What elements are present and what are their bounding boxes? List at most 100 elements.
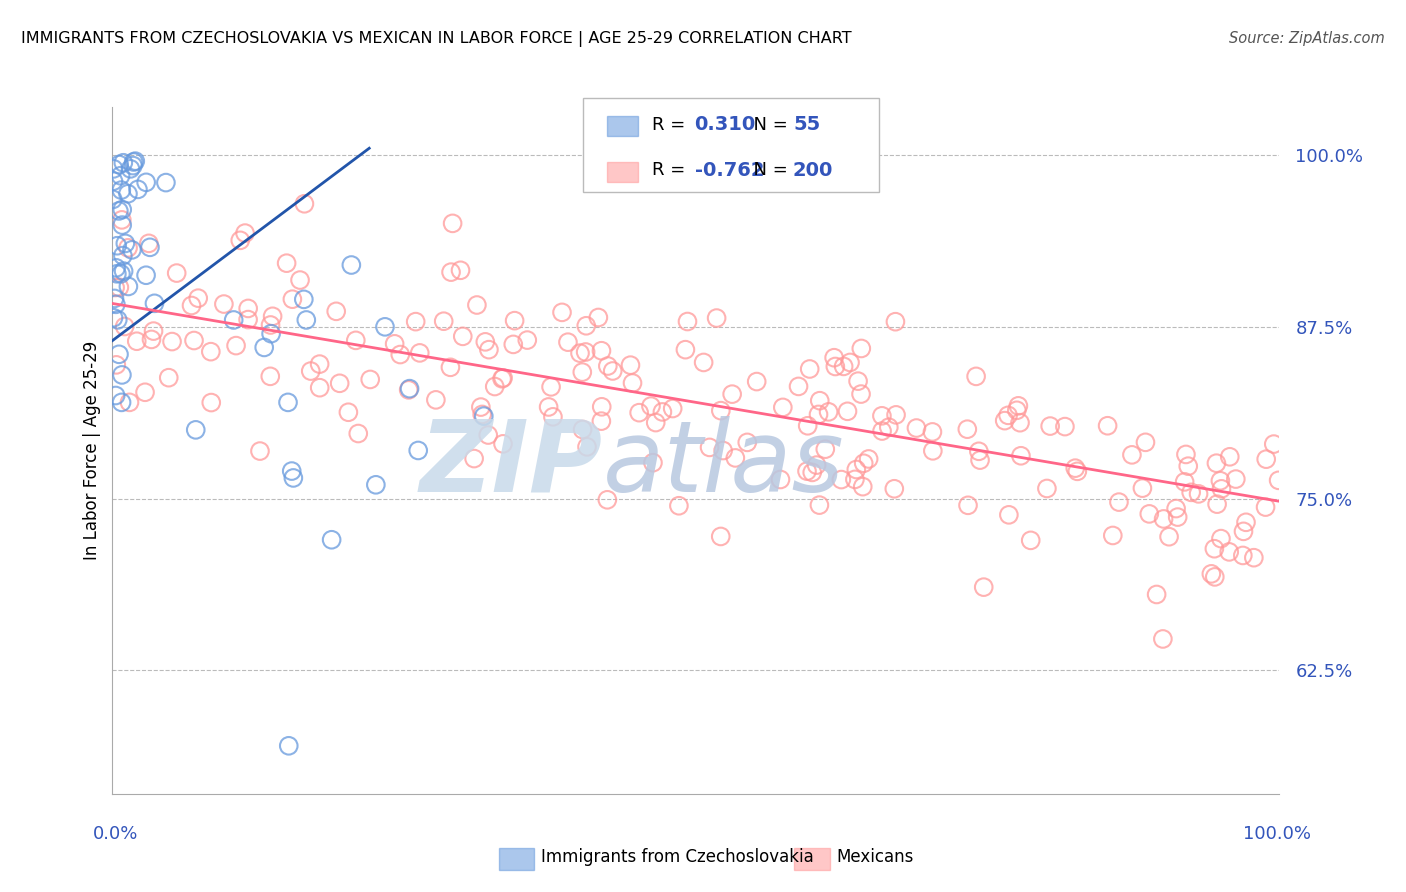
Point [956, 422, 979, 436]
Point [238, 301, 260, 316]
Point [472, 409, 495, 423]
Point [439, 360, 461, 375]
Point [112, 264, 135, 278]
Point [852, 480, 875, 494]
Point [1164, 501, 1187, 516]
Y-axis label: In Labor Force | Age 25-29: In Labor Force | Age 25-29 [83, 341, 101, 560]
Point [1254, 500, 1277, 514]
Point [796, 464, 818, 478]
Point [103, 310, 125, 325]
Text: Source: ZipAtlas.com: Source: ZipAtlas.com [1229, 31, 1385, 46]
Point [110, 267, 132, 281]
Point [321, 533, 343, 547]
Point [276, 256, 298, 270]
Point [884, 408, 907, 422]
Point [824, 359, 846, 374]
Point [1039, 419, 1062, 434]
Point [832, 359, 855, 374]
Point [998, 508, 1021, 522]
Point [108, 157, 131, 171]
Point [344, 334, 367, 348]
Point [1066, 464, 1088, 478]
Point [364, 478, 387, 492]
Point [277, 739, 299, 753]
Point [233, 226, 256, 240]
Point [110, 169, 132, 183]
Point [849, 387, 872, 401]
Point [117, 241, 139, 255]
Point [699, 441, 721, 455]
Point [905, 421, 928, 435]
Point [588, 310, 610, 325]
Point [183, 334, 205, 348]
Point [347, 426, 370, 441]
Point [103, 292, 125, 306]
Point [817, 405, 839, 419]
Point [308, 357, 330, 371]
Point [551, 305, 574, 319]
Text: Immigrants from Czechoslovakia: Immigrants from Czechoslovakia [541, 848, 814, 866]
Point [280, 464, 302, 478]
Point [259, 318, 281, 332]
Point [1267, 473, 1289, 487]
Text: -0.762: -0.762 [695, 161, 763, 180]
Point [200, 395, 222, 409]
Point [111, 368, 134, 382]
Point [281, 292, 304, 306]
Point [994, 414, 1017, 428]
Point [111, 218, 134, 232]
Point [160, 334, 183, 349]
Point [124, 154, 146, 169]
Point [870, 424, 893, 438]
Point [470, 400, 492, 414]
Point [1152, 632, 1174, 646]
Point [651, 405, 673, 419]
Point [325, 304, 347, 318]
Point [441, 216, 464, 230]
Point [641, 456, 664, 470]
Point [706, 311, 728, 326]
Point [465, 298, 488, 312]
Text: R =: R = [652, 116, 692, 134]
Point [114, 319, 136, 334]
Point [852, 456, 875, 470]
Point [858, 452, 880, 467]
Point [1209, 532, 1232, 546]
Point [277, 395, 299, 409]
Point [283, 471, 305, 485]
Point [409, 346, 432, 360]
Point [103, 174, 125, 188]
Point [104, 388, 127, 402]
Point [830, 473, 852, 487]
Point [112, 155, 135, 169]
Point [166, 266, 188, 280]
Point [1209, 474, 1232, 488]
Point [576, 440, 599, 454]
Text: 200: 200 [793, 161, 834, 180]
Point [628, 406, 651, 420]
Point [262, 310, 284, 324]
Point [1005, 403, 1028, 417]
Point [143, 296, 166, 310]
Point [640, 399, 662, 413]
Point [673, 343, 696, 357]
Point [997, 409, 1019, 423]
Point [1121, 448, 1143, 462]
Point [973, 580, 995, 594]
Point [110, 395, 132, 409]
Point [135, 175, 157, 189]
Point [877, 420, 900, 434]
Point [846, 374, 869, 388]
Point [127, 182, 149, 196]
Point [1206, 497, 1229, 511]
Point [801, 466, 824, 480]
Point [1243, 550, 1265, 565]
Point [537, 400, 560, 414]
Point [425, 392, 447, 407]
Point [249, 444, 271, 458]
Point [491, 372, 513, 386]
Point [1174, 475, 1197, 489]
Point [787, 379, 810, 393]
Point [503, 313, 526, 327]
Point [1036, 482, 1059, 496]
